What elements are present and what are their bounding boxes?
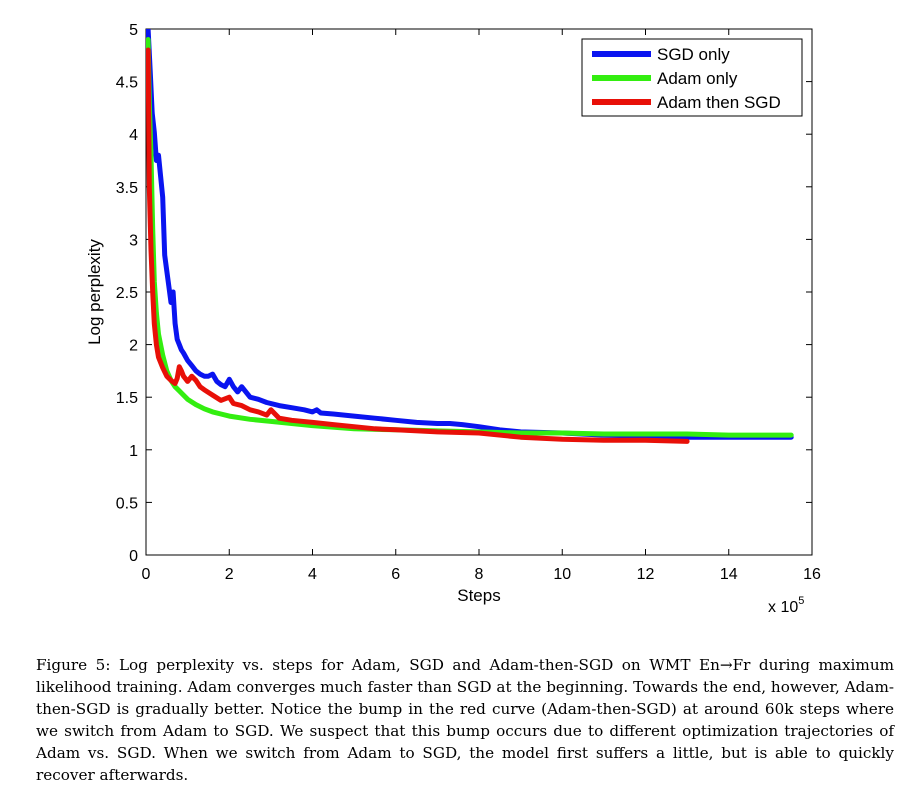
x-tick-label: 12	[637, 566, 655, 583]
legend-label-adam-then-sgd: Adam then SGD	[657, 93, 781, 112]
series-line-sgd-only	[146, 29, 794, 440]
x-multiplier-exponent: 5	[798, 595, 804, 607]
x-tick-label: 6	[391, 566, 400, 583]
y-tick-label: 4.5	[116, 75, 138, 92]
y-tick-label: 1	[129, 443, 138, 460]
x-tick-label: 0	[142, 566, 151, 583]
x-multiplier-label: x 105	[768, 595, 804, 616]
x-tick-label: 4	[308, 566, 317, 583]
x-axis-label: Steps	[457, 586, 500, 605]
y-tick-label: 2.5	[116, 285, 138, 302]
y-tick-label: 4	[129, 127, 138, 144]
x-tick-label: 10	[553, 566, 571, 583]
y-tick-label: 3	[129, 232, 138, 249]
x-tick-label: 8	[475, 566, 484, 583]
x-multiplier-base: x 10	[768, 599, 798, 616]
y-axis-label: Log perplexity	[85, 239, 104, 345]
y-tick-label: 2	[129, 338, 138, 355]
figure-caption: Figure 5: Log perplexity vs. steps for A…	[36, 656, 894, 784]
axis-ticks: 0 2 4 6 8 10 12 14 16 0 0.5 1 1.5 2 2.5 3 3.5 4 4.5 5	[116, 22, 821, 583]
series-lines	[146, 29, 794, 444]
legend: SGD only Adam only Adam then SGD	[581, 38, 803, 117]
legend-label-sgd-only: SGD only	[657, 45, 730, 64]
y-tick-label: 0.5	[116, 495, 138, 512]
log-perplexity-chart: 0 2 4 6 8 10 12 14 16 0 0.5 1 1.5 2 2.5 3 3.5 4 4.5 5 Steps…	[85, 22, 821, 616]
y-tick-label: 3.5	[116, 180, 138, 197]
series-line-adam-then-sgd	[146, 47, 690, 444]
x-tick-label: 2	[225, 566, 234, 583]
x-tick-label: 14	[720, 566, 738, 583]
legend-label-adam-only: Adam only	[657, 69, 738, 88]
series-line-adam-only	[146, 37, 794, 438]
y-tick-label: 0	[129, 548, 138, 565]
plot-area	[145, 28, 813, 556]
y-tick-label: 1.5	[116, 390, 138, 407]
y-tick-label: 5	[129, 22, 138, 39]
x-tick-label: 16	[803, 566, 821, 583]
